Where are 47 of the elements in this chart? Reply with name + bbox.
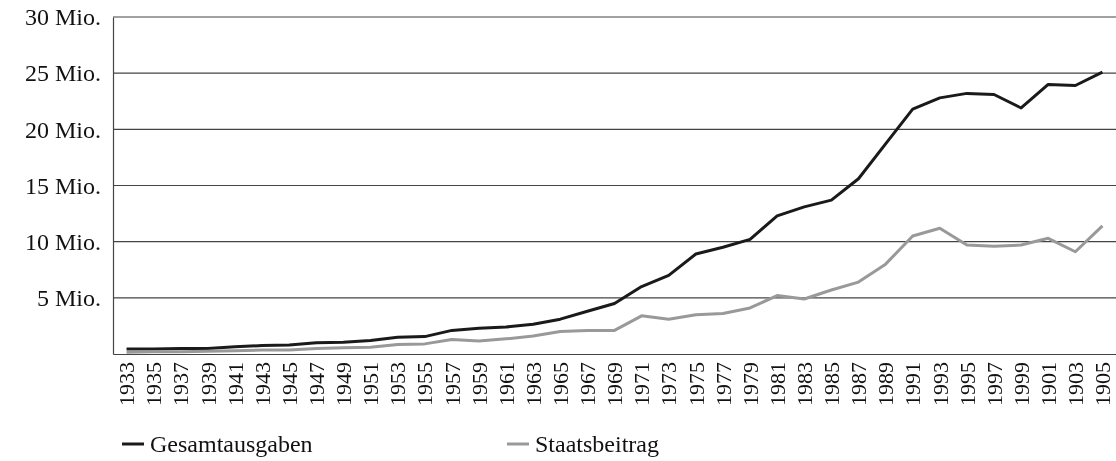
x-tick-label: 1971	[629, 362, 655, 406]
y-tick-label: 25 Mio.	[24, 60, 101, 87]
x-tick-label: 1935	[141, 362, 167, 406]
x-tick-label: 1905	[1090, 362, 1116, 406]
x-tick-label: 1983	[791, 362, 817, 406]
y-tick-label: 30 Mio.	[24, 4, 101, 31]
x-tick-label: 1985	[819, 362, 845, 406]
x-tick-label: 1937	[168, 362, 194, 406]
x-tick-label: 1963	[520, 362, 546, 406]
x-tick-label: 1943	[249, 362, 275, 406]
x-tick-label: 1953	[385, 362, 411, 406]
x-tick-label: 1993	[927, 362, 953, 406]
x-tick-label: 1979	[737, 362, 763, 406]
x-tick-label: 1995	[954, 362, 980, 406]
y-tick-label: 20 Mio.	[24, 116, 101, 143]
x-tick-label: 1969	[602, 362, 628, 406]
x-tick-label: 1959	[466, 362, 492, 406]
y-tick-label: 15 Mio.	[24, 172, 101, 199]
x-tick-label: 1973	[656, 362, 682, 406]
x-tick-label: 1947	[304, 362, 330, 406]
x-tick-label: 1951	[358, 362, 384, 406]
x-tick-label: 1999	[1008, 362, 1034, 406]
x-tick-label: 1903	[1063, 362, 1089, 406]
x-tick-label: 1981	[764, 362, 790, 406]
x-tick-label: 1997	[981, 362, 1007, 406]
x-tick-label: 1987	[846, 362, 872, 406]
x-tick-label: 1977	[710, 362, 736, 406]
x-tick-label: 1933	[114, 362, 140, 406]
line-series	[125, 70, 1104, 351]
x-tick-label: 1965	[547, 362, 573, 406]
legend-label: Gesamtausgaben	[150, 431, 313, 458]
x-tick-label: 1961	[493, 362, 519, 406]
line-series	[125, 224, 1104, 354]
x-tick-label: 1939	[195, 362, 221, 406]
x-tick-label: 1989	[873, 362, 899, 406]
y-tick-label: 10 Mio.	[24, 228, 101, 255]
legend-label: Staatsbeitrag	[535, 431, 659, 458]
x-tick-label: 1941	[222, 362, 248, 406]
x-tick-label: 1967	[575, 362, 601, 406]
y-tick-label: 5 Mio.	[36, 285, 101, 312]
x-tick-label: 1957	[439, 362, 465, 406]
x-tick-label: 1949	[331, 362, 357, 406]
x-tick-label: 1975	[683, 362, 709, 406]
x-tick-label: 1991	[900, 362, 926, 406]
x-tick-label: 1945	[276, 362, 302, 406]
x-tick-label: 1955	[412, 362, 438, 406]
x-tick-label: 1901	[1035, 362, 1061, 406]
